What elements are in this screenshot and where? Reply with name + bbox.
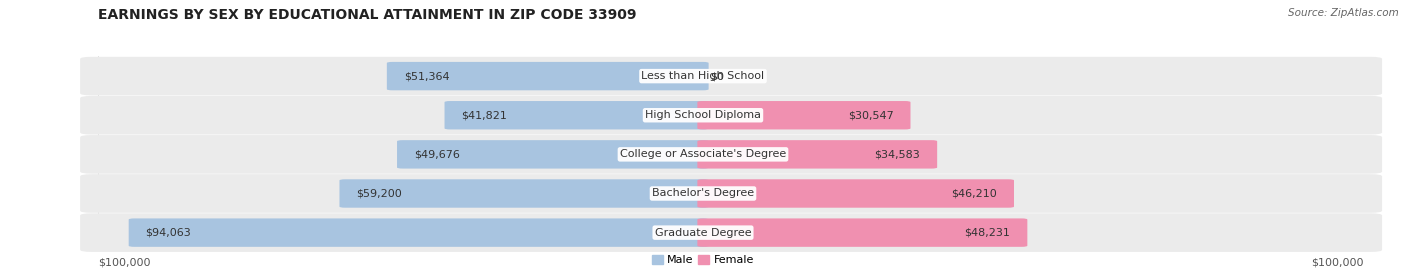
Text: $49,676: $49,676 <box>413 149 460 159</box>
Text: $51,364: $51,364 <box>404 71 450 81</box>
FancyBboxPatch shape <box>444 101 709 129</box>
Text: $30,547: $30,547 <box>848 110 894 120</box>
Text: College or Associate's Degree: College or Associate's Degree <box>620 149 786 159</box>
Text: $41,821: $41,821 <box>461 110 508 120</box>
FancyBboxPatch shape <box>396 140 709 169</box>
Text: $59,200: $59,200 <box>356 188 402 199</box>
FancyBboxPatch shape <box>80 174 1382 213</box>
Text: $0: $0 <box>710 71 724 81</box>
Text: $46,210: $46,210 <box>952 188 997 199</box>
FancyBboxPatch shape <box>697 179 1014 208</box>
Text: $48,231: $48,231 <box>965 228 1011 238</box>
Text: $94,063: $94,063 <box>146 228 191 238</box>
Text: High School Diploma: High School Diploma <box>645 110 761 120</box>
Text: EARNINGS BY SEX BY EDUCATIONAL ATTAINMENT IN ZIP CODE 33909: EARNINGS BY SEX BY EDUCATIONAL ATTAINMEN… <box>98 8 637 22</box>
FancyBboxPatch shape <box>697 218 1028 247</box>
FancyBboxPatch shape <box>697 140 938 169</box>
Text: $100,000: $100,000 <box>1312 257 1364 267</box>
FancyBboxPatch shape <box>339 179 709 208</box>
Text: Source: ZipAtlas.com: Source: ZipAtlas.com <box>1288 8 1399 18</box>
FancyBboxPatch shape <box>80 57 1382 95</box>
FancyBboxPatch shape <box>387 62 709 90</box>
FancyBboxPatch shape <box>129 218 709 247</box>
FancyBboxPatch shape <box>80 213 1382 252</box>
Text: Less than High School: Less than High School <box>641 71 765 81</box>
FancyBboxPatch shape <box>697 101 911 129</box>
FancyBboxPatch shape <box>80 135 1382 174</box>
Text: Bachelor's Degree: Bachelor's Degree <box>652 188 754 199</box>
Text: $100,000: $100,000 <box>98 257 150 267</box>
Text: Graduate Degree: Graduate Degree <box>655 228 751 238</box>
FancyBboxPatch shape <box>80 96 1382 135</box>
Text: $34,583: $34,583 <box>875 149 921 159</box>
Legend: Male, Female: Male, Female <box>652 255 754 265</box>
